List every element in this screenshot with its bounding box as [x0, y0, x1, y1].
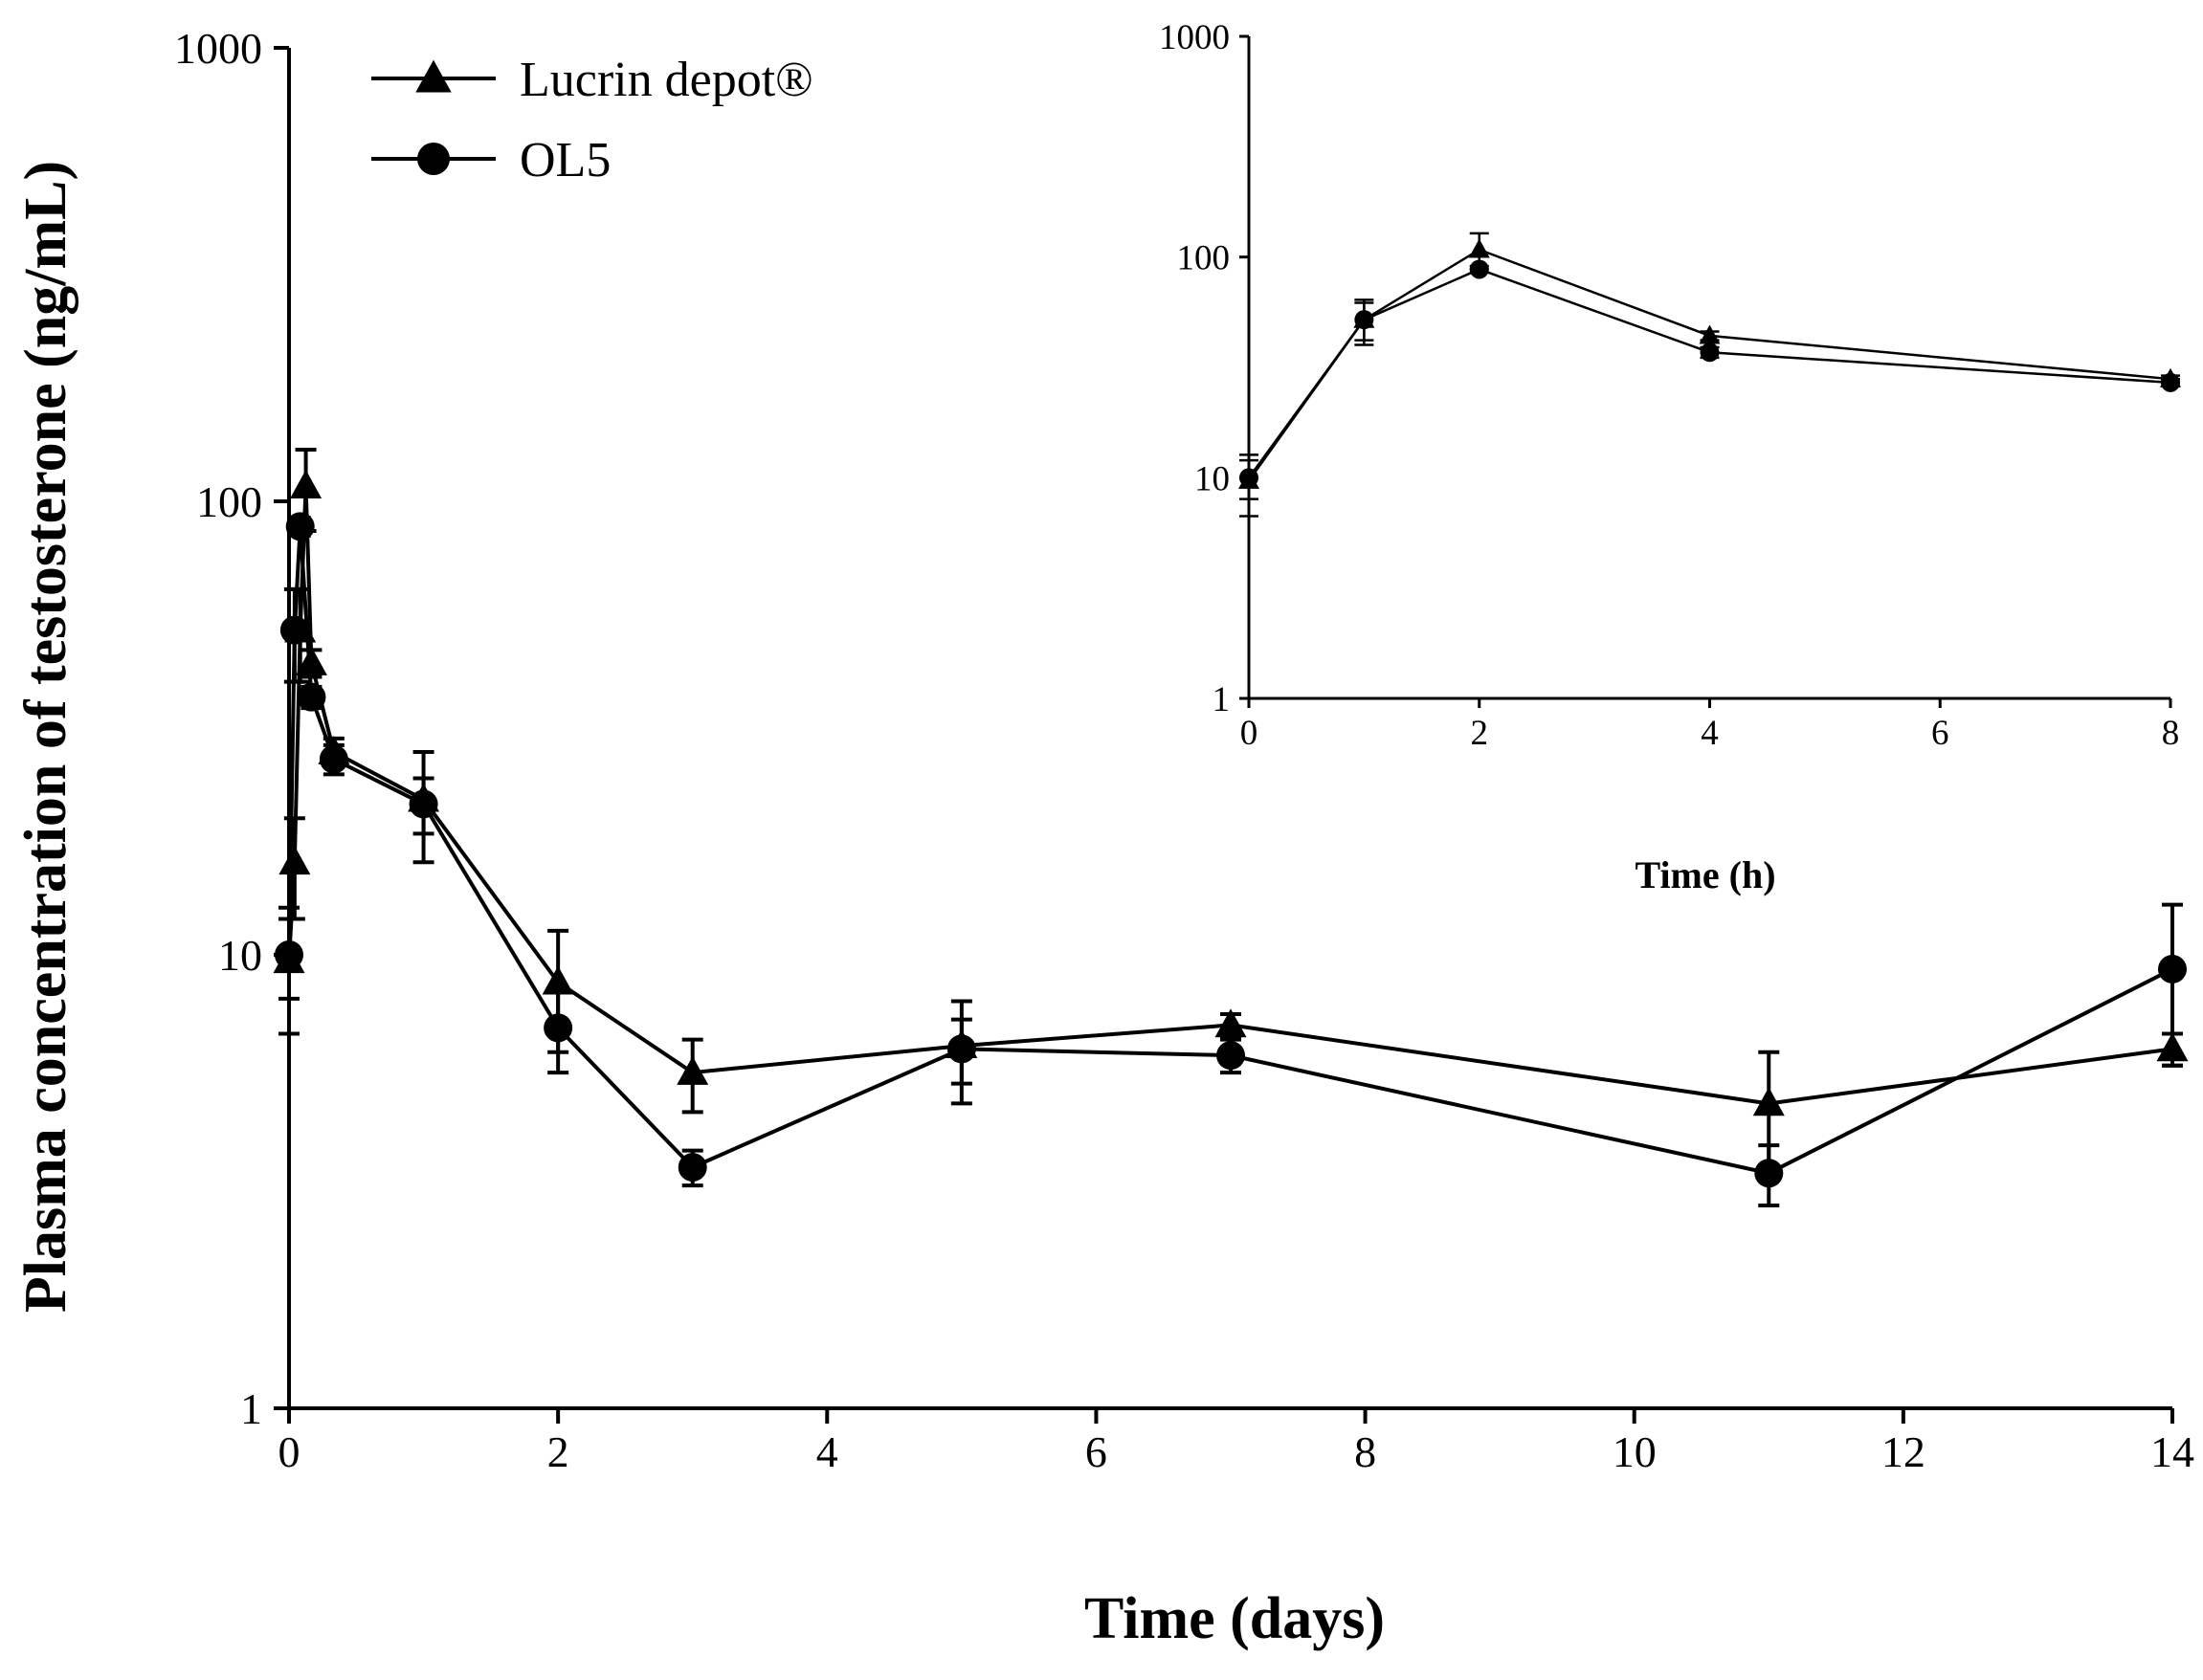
main-point-ol5	[279, 615, 309, 645]
main-x-tick-label: 12	[1881, 1427, 1925, 1476]
inset-point-ol5	[1239, 468, 1258, 488]
inset-line-lucrin	[1247, 248, 2171, 482]
main-x-tick-label: 2	[547, 1427, 569, 1476]
main-series-ol5	[275, 512, 2187, 1208]
main-line-ol5	[287, 526, 2173, 1176]
main-point-ol5	[297, 682, 326, 712]
main-point-ol5	[544, 1013, 573, 1043]
main-y-tick-label: 100	[196, 477, 262, 526]
legend: Lucrin depot® OL5	[371, 53, 813, 188]
main-y-tick-label: 10	[218, 931, 262, 980]
main-x-tick-label: 0	[278, 1427, 300, 1476]
inset-point-lucrin	[1699, 324, 1721, 344]
inset-x-tick-label: 8	[2162, 714, 2180, 753]
inset-x-tick-label: 6	[1931, 714, 1949, 753]
inset-y-tick-label: 10	[1194, 459, 1230, 498]
main-x-tick-label: 8	[1354, 1427, 1376, 1476]
legend-label-ol5: OL5	[520, 133, 611, 188]
inset-point-ol5	[1354, 310, 1374, 330]
inset-chart: Time (h) 0 2 4 6 8 1 10 100 1000	[1159, 18, 2181, 896]
main-point-ol5	[946, 1034, 976, 1064]
legend-marker-lucrin	[415, 59, 452, 93]
main-point-ol5	[285, 512, 315, 542]
inset-y-tick-label: 100	[1177, 239, 1231, 278]
main-x-axis-title: Time (days)	[1084, 1586, 1385, 1651]
main-point-lucrin	[295, 646, 327, 675]
main-point-lucrin	[542, 965, 574, 995]
inset-x-axis-title: Time (h)	[1635, 853, 1775, 896]
legend-item-lucrin: Lucrin depot®	[371, 53, 813, 107]
main-x-tick-label: 4	[816, 1427, 838, 1476]
main-point-lucrin	[677, 1055, 709, 1085]
inset-point-ol5	[1469, 259, 1489, 279]
inset-x-tick-label: 2	[1471, 714, 1489, 753]
main-x-tick-label: 10	[1613, 1427, 1657, 1476]
inset-x-tick-label: 0	[1240, 714, 1258, 753]
inset-point-ol5	[1700, 343, 1720, 363]
main-point-ol5	[2158, 954, 2187, 984]
inset-y-tick-label: 1	[1213, 680, 1231, 719]
main-y-tick-label: 1000	[174, 24, 262, 73]
main-point-ol5	[409, 789, 438, 819]
main-point-ol5	[319, 744, 348, 774]
main-y-axis-title: Plasma concentration of testosterone (ng…	[13, 161, 78, 1313]
inset-x-tick-label: 4	[1701, 714, 1719, 753]
inset-point-ol5	[2161, 372, 2180, 392]
inset-point-lucrin	[1468, 238, 1490, 258]
main-point-lucrin	[278, 846, 311, 875]
legend-label-lucrin: Lucrin depot®	[520, 53, 813, 107]
main-point-ol5	[1216, 1041, 1245, 1071]
main-point-lucrin	[290, 470, 323, 498]
inset-series-ol5	[1239, 259, 2180, 500]
main-x-tick-label: 14	[2150, 1427, 2194, 1476]
inset-line-ol5	[1247, 268, 2171, 479]
inset-y-tick-label: 1000	[1159, 18, 1230, 57]
main-point-ol5	[1754, 1159, 1784, 1188]
main-chart: Time (days) Plasma concentration of test…	[13, 24, 2194, 1651]
main-point-ol5	[678, 1153, 707, 1183]
legend-item-ol5: OL5	[371, 133, 611, 188]
main-point-lucrin	[1214, 1008, 1247, 1038]
main-point-ol5	[275, 940, 303, 969]
main-x-tick-label: 6	[1085, 1427, 1107, 1476]
main-y-tick-label: 1	[240, 1384, 262, 1433]
main-point-lucrin	[1752, 1087, 1785, 1116]
legend-marker-ol5	[417, 143, 450, 175]
